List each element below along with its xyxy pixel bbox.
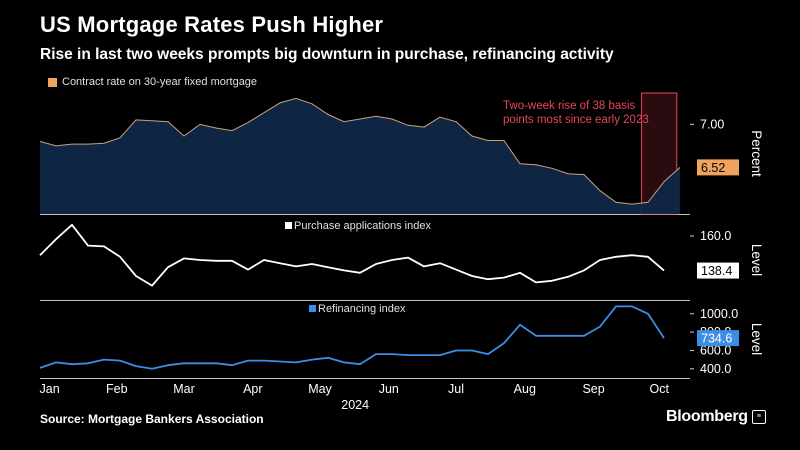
y-tick-label: 7.00 [700, 117, 724, 131]
highlight-annotation: points most since early 2023 [503, 114, 649, 126]
axis-label: Level [749, 244, 764, 276]
purchase-index-value-badge [697, 262, 739, 279]
rate-line [39, 97, 681, 205]
chart-title: US Mortgage Rates Push Higher [40, 12, 384, 37]
bloomberg-logo: Bloomberg ≡ [666, 408, 766, 426]
x-tick-label: Jun [379, 382, 399, 396]
contract-rate-value-badge [697, 159, 739, 176]
x-tick-label: Jan [40, 382, 60, 396]
refinancing-index-value-label: 734.6 [701, 332, 732, 346]
x-tick-label: May [308, 382, 332, 396]
y-tick-label: 400.0 [700, 362, 731, 376]
refinancing-index-legend-label: Refinancing index [318, 303, 406, 315]
source-note: Source: Mortgage Bankers Association [40, 412, 264, 426]
x-tick-label: Oct [649, 382, 669, 396]
refinancing-index-line [39, 305, 665, 370]
contract-rate-value-label: 6.52 [701, 161, 725, 175]
x-year-label: 2024 [341, 398, 369, 412]
refinancing-index-value-badge [697, 330, 739, 347]
x-tick-label: Apr [243, 382, 262, 396]
rate-legend: Contract rate on 30-year fixed mortgage [48, 76, 257, 88]
y-tick-label: 600.0 [700, 343, 731, 357]
x-tick-label: Jul [448, 382, 464, 396]
y-tick-label: 1000.0 [700, 307, 738, 321]
purchase-index-legend-label: Purchase applications index [294, 220, 431, 232]
chart-subtitle: Rise in last two weeks prompts big downt… [40, 46, 614, 63]
purchase-index-value-label: 138.4 [701, 264, 732, 278]
purchase-index-legend-swatch [285, 222, 292, 229]
rate-legend-swatch [48, 77, 57, 87]
refinancing-index-legend-swatch [309, 305, 316, 312]
brand-name: Bloomberg [666, 408, 748, 425]
rate-legend-label: Contract rate on 30-year fixed mortgage [62, 76, 258, 88]
y-tick-label: 160.0 [700, 229, 731, 243]
x-tick-label: Mar [173, 382, 195, 396]
highlight-annotation: Two-week rise of 38 basis [503, 100, 636, 112]
chat-bubble-icon: ≡ [751, 410, 766, 424]
x-tick-label: Aug [514, 382, 536, 396]
rate-area [40, 98, 680, 214]
axis-label: Percent [749, 130, 764, 177]
x-tick-label: Sep [582, 382, 604, 396]
purchase-index-line [39, 223, 665, 287]
axis-label: Level [749, 323, 764, 355]
x-tick-label: Feb [106, 382, 128, 396]
